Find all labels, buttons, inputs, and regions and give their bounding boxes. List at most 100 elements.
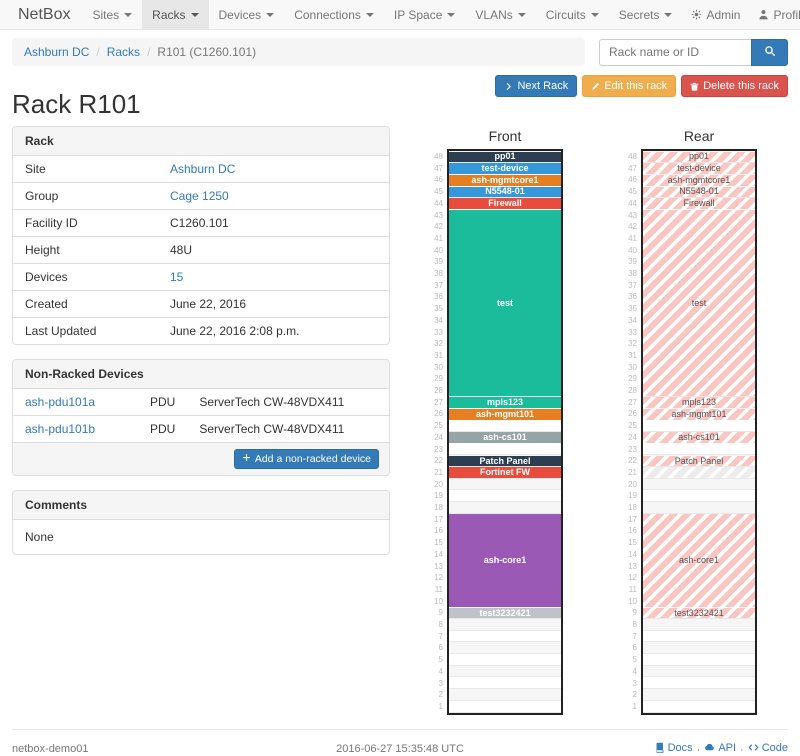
unit-number: 32	[628, 339, 637, 349]
add-non-racked-device-button[interactable]: Add a non-racked device	[233, 449, 379, 469]
rack-unit	[449, 665, 561, 678]
device-name-link[interactable]: ash-pdu101b	[25, 422, 96, 436]
unit-number: 2	[632, 690, 637, 700]
delete-this-rack-label: Delete this rack	[703, 80, 779, 92]
unit-number: 30	[628, 362, 637, 372]
unit-number: 4	[632, 666, 637, 676]
unit-number: 9	[438, 608, 443, 618]
unit-number: 9	[632, 608, 637, 618]
rack-device-firewall[interactable]: Firewall	[643, 198, 755, 209]
unit-number: 34	[628, 315, 637, 325]
unit-number: 6	[632, 643, 637, 653]
nav-admin-label: Admin	[706, 7, 741, 22]
rack-device-mpls123[interactable]: mpls123	[449, 397, 561, 408]
unit-number: 20	[628, 479, 637, 489]
rack-unit	[643, 420, 755, 432]
plus-icon	[242, 454, 250, 461]
next-rack-button[interactable]: Next Rack	[495, 75, 578, 97]
nav-item-connections[interactable]: Connections	[284, 0, 384, 29]
nav-item-sites[interactable]: Sites	[82, 0, 142, 29]
nav-item-ip-space[interactable]: IP Space	[384, 0, 465, 29]
rack-device-test3232421[interactable]: test3232421	[643, 607, 755, 619]
non-racked-row: ash-pdu101b PDU ServerTech CW-48VDX411	[13, 415, 389, 442]
rack-device-test-device[interactable]: test-device	[643, 163, 755, 174]
delete-this-rack-button[interactable]: Delete this rack	[681, 75, 788, 97]
rack-device-mpls123[interactable]: mpls123	[643, 397, 755, 408]
nav-item-secrets[interactable]: Secrets	[609, 0, 683, 29]
attr-value: 15	[158, 263, 389, 291]
rack-unit	[449, 654, 561, 666]
nav-admin[interactable]: Admin	[682, 0, 749, 29]
attr-value-link[interactable]: 15	[170, 270, 184, 284]
rack-device-label: ash-mgmt101	[475, 408, 535, 419]
rack-device-n5548-01[interactable]: N5548-01	[643, 186, 755, 198]
rack-device-test[interactable]: test	[643, 210, 755, 397]
attr-value-link[interactable]: Ashburn DC	[170, 162, 236, 176]
rack-device-n5548-01[interactable]: N5548-01	[449, 186, 561, 198]
front-elevation: Front 48 47 46 45 44 43 42 41 40 39 38 37 36 35 34 33 32 3…	[431, 128, 563, 715]
unit-number: 46	[434, 175, 443, 185]
rack-unit	[643, 665, 755, 678]
plus-icon	[242, 453, 251, 465]
rack-device-fortinet-fw[interactable]: Fortinet FW	[449, 467, 561, 479]
rack-device-pp01[interactable]: pp01	[449, 151, 561, 163]
rack-device-ash-cs101[interactable]: ash-cs101	[449, 432, 561, 443]
comments-title: Comments	[13, 491, 389, 520]
next-rack-label: Next Rack	[517, 80, 569, 92]
main-content: Rack Site Ashburn DC Group Cage 1250 Facilit…	[12, 126, 788, 715]
rack-unit	[643, 619, 755, 631]
breadcrumb-item-racks[interactable]: Racks	[106, 45, 141, 59]
rack-device-patch-panel[interactable]: Patch Panel	[643, 455, 755, 467]
brand-logo[interactable]: NetBox	[18, 5, 71, 23]
nav-item-vlans[interactable]: VLANs	[465, 0, 535, 29]
rack-device-label: Firewall	[488, 198, 522, 209]
unit-number: 46	[628, 175, 637, 185]
rack-device-ash-mgmt101[interactable]: ash-mgmt101	[643, 408, 755, 420]
nav-item-label: Racks	[152, 7, 186, 22]
unit-number: 1	[438, 701, 443, 711]
unit-number: 5	[632, 655, 637, 665]
nav-item-devices[interactable]: Devices	[209, 0, 285, 29]
rack-device-ash-mgmtcore1[interactable]: ash-mgmtcore1	[449, 174, 561, 186]
chevron-down-icon	[447, 12, 456, 17]
rack-device-pp01[interactable]: pp01	[643, 151, 755, 163]
rack-device-ash-mgmtcore1[interactable]: ash-mgmtcore1	[643, 174, 755, 186]
rack-unit	[643, 631, 755, 643]
edit-this-rack-button[interactable]: Edit this rack	[582, 75, 677, 97]
attr-value-link[interactable]: Cage 1250	[170, 189, 229, 203]
rack-device-ash-mgmt101[interactable]: ash-mgmt101	[449, 408, 561, 420]
unit-number: 39	[434, 257, 443, 267]
search-button[interactable]	[751, 38, 788, 66]
rack-device-test-device[interactable]: test-device	[449, 163, 561, 174]
rack-device-patch-panel[interactable]: Patch Panel	[449, 455, 561, 467]
unit-number: 1	[632, 701, 637, 711]
rack-device-test[interactable]: test	[449, 210, 561, 397]
attr-label: Devices	[13, 263, 158, 291]
unit-number: 40	[434, 245, 443, 255]
unit-number: 43	[628, 210, 637, 220]
chevron-down-icon	[190, 12, 199, 17]
rack-unit	[449, 678, 561, 690]
footer-link-api[interactable]: API	[704, 742, 736, 754]
device-name-link[interactable]: ash-pdu101a	[25, 395, 96, 409]
nav-item-circuits[interactable]: Circuits	[536, 0, 609, 29]
unit-number: 36	[628, 292, 637, 302]
unit-number: 45	[434, 187, 443, 197]
rack-device-test3232421[interactable]: test3232421	[449, 607, 561, 619]
footer-link-code[interactable]: Code	[748, 742, 788, 754]
nav-profile[interactable]: Profile	[749, 0, 800, 29]
footer-link-separator: ·	[696, 744, 701, 756]
search-input[interactable]	[599, 38, 751, 66]
breadcrumb-item-ashburn-dc[interactable]: Ashburn DC	[24, 45, 90, 59]
rack-device-firewall[interactable]: Firewall	[449, 198, 561, 209]
rack-device-ash-core1[interactable]: ash-core1	[643, 514, 755, 607]
footer-link-docs[interactable]: Docs	[654, 742, 693, 754]
unit-number: 37	[628, 280, 637, 290]
nav-item-racks[interactable]: Racks	[142, 0, 209, 29]
unit-number: 19	[434, 491, 443, 501]
rack-attr-row: Group Cage 1250	[13, 182, 389, 210]
chevron-down-icon	[664, 12, 673, 17]
rack-device-ash-core1[interactable]: ash-core1	[449, 514, 561, 607]
rack-device-ash-cs101[interactable]: ash-cs101	[643, 432, 755, 443]
rack-unit	[643, 502, 755, 514]
